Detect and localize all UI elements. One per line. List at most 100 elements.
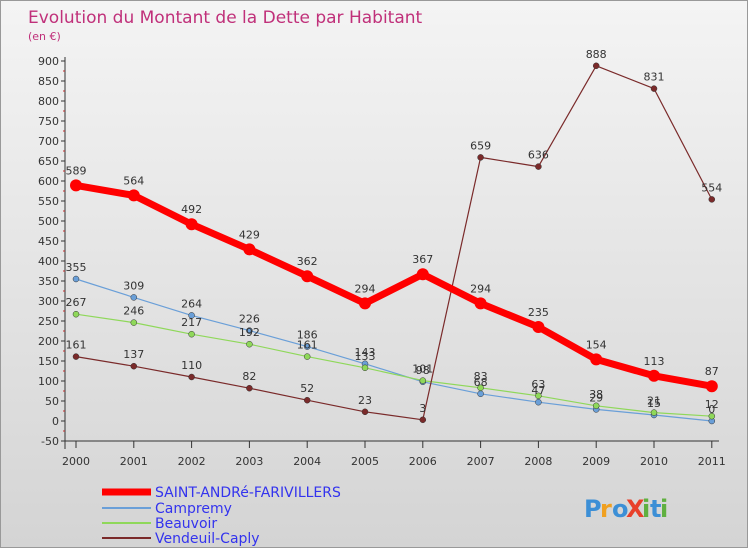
y-tick-label: 200 (38, 335, 59, 348)
y-tick-label: 850 (38, 75, 59, 88)
data-label: 217 (181, 316, 202, 329)
data-point (301, 270, 314, 283)
y-tick-label: 700 (38, 135, 59, 148)
data-label: 888 (586, 48, 607, 61)
data-label: 246 (123, 305, 144, 318)
data-point (474, 297, 487, 310)
data-point (188, 373, 195, 381)
y-tick-label: 50 (45, 395, 59, 408)
series-line-1 (75, 278, 713, 422)
data-label: 589 (66, 164, 87, 177)
data-label: 186 (297, 329, 318, 342)
legend-label-3: Vendeuil-Caply (155, 531, 260, 547)
series-line-2 (75, 313, 713, 417)
y-tick-label: 400 (38, 255, 59, 268)
logo-letter: o (612, 495, 629, 523)
axes-group: -500501001502002503003504004505005506006… (38, 55, 726, 468)
data-label: 113 (644, 355, 665, 368)
data-point (535, 398, 542, 406)
data-point (246, 327, 253, 334)
proxiti-logo: Pr oXi ti (584, 495, 668, 523)
data-label: 52 (300, 382, 314, 395)
logo-letter: i (642, 495, 650, 523)
y-tick-label: 150 (38, 355, 59, 368)
data-point (705, 380, 718, 393)
data-label: 161 (297, 339, 318, 352)
data-point (477, 384, 484, 392)
data-label: 831 (644, 71, 665, 84)
y-tick-label: 100 (38, 375, 59, 388)
data-label: 87 (705, 365, 719, 378)
y-tick-label: 800 (38, 95, 59, 108)
data-label: 38 (589, 388, 603, 401)
data-label: 47 (531, 384, 545, 397)
data-point (532, 321, 545, 333)
data-label: 636 (528, 149, 549, 162)
data-point (648, 369, 660, 382)
legend-label-1: Campremy (155, 501, 232, 517)
data-label: 564 (123, 174, 144, 187)
data-label: 154 (586, 338, 607, 351)
data-label: 0 (708, 403, 715, 416)
data-label: 235 (528, 306, 549, 319)
x-tick-label: 2008 (524, 455, 552, 468)
data-point (72, 310, 80, 318)
logo-letter: P (584, 495, 602, 523)
data-point (592, 62, 600, 70)
data-point (416, 268, 429, 281)
data-label: 294 (470, 282, 491, 295)
data-label: 294 (355, 282, 376, 295)
data-label: 492 (181, 203, 202, 216)
data-label: 23 (358, 394, 372, 407)
data-point (419, 377, 427, 384)
data-label: 267 (66, 296, 87, 309)
data-label: 98 (416, 364, 430, 377)
data-point (590, 353, 603, 366)
data-label: 15 (647, 397, 661, 410)
legend-group: SAINT-ANDRé-FARIVILLERSCampremyBeauvoirV… (102, 485, 341, 547)
data-point (70, 179, 82, 192)
logo-letter: r (600, 495, 612, 523)
data-point (708, 412, 716, 420)
plot-group: 5895644924293622943672942351541138735530… (66, 48, 722, 425)
y-tick-label: -50 (41, 435, 59, 448)
data-label: 367 (412, 253, 433, 266)
data-point (592, 402, 600, 410)
data-point (303, 353, 311, 360)
y-tick-label: 900 (38, 55, 59, 68)
data-label: 362 (297, 255, 318, 268)
data-point (243, 243, 256, 256)
data-point (359, 297, 371, 310)
data-point (477, 154, 484, 161)
x-tick-label: 2010 (640, 455, 668, 468)
data-point (130, 362, 138, 370)
data-point (477, 390, 484, 398)
data-label: 101 (412, 363, 433, 376)
data-label: 133 (355, 350, 376, 363)
x-tick-label: 2005 (351, 455, 379, 468)
data-point (72, 353, 80, 360)
data-label: 63 (531, 378, 545, 391)
data-label: 429 (239, 228, 260, 241)
x-tick-label: 2009 (582, 455, 610, 468)
x-tick-label: 2007 (467, 455, 495, 468)
logo-letter: i (660, 495, 668, 523)
y-tick-label: 350 (38, 275, 59, 288)
data-point (130, 294, 138, 301)
y-tick-label: 0 (52, 415, 59, 428)
data-point (130, 319, 138, 326)
data-point (72, 275, 80, 283)
y-tick-label: 300 (38, 295, 59, 308)
data-point (246, 384, 253, 392)
data-point (419, 416, 427, 424)
y-tick-label: 600 (38, 175, 59, 188)
data-point (361, 408, 369, 416)
data-label: 355 (66, 261, 87, 274)
data-label: 143 (355, 346, 376, 359)
logo-letter: t (650, 495, 661, 523)
data-point (127, 189, 140, 202)
legend-label-0: SAINT-ANDRé-FARIVILLERS (155, 485, 341, 501)
legend-label-2: Beauvoir (155, 516, 217, 532)
